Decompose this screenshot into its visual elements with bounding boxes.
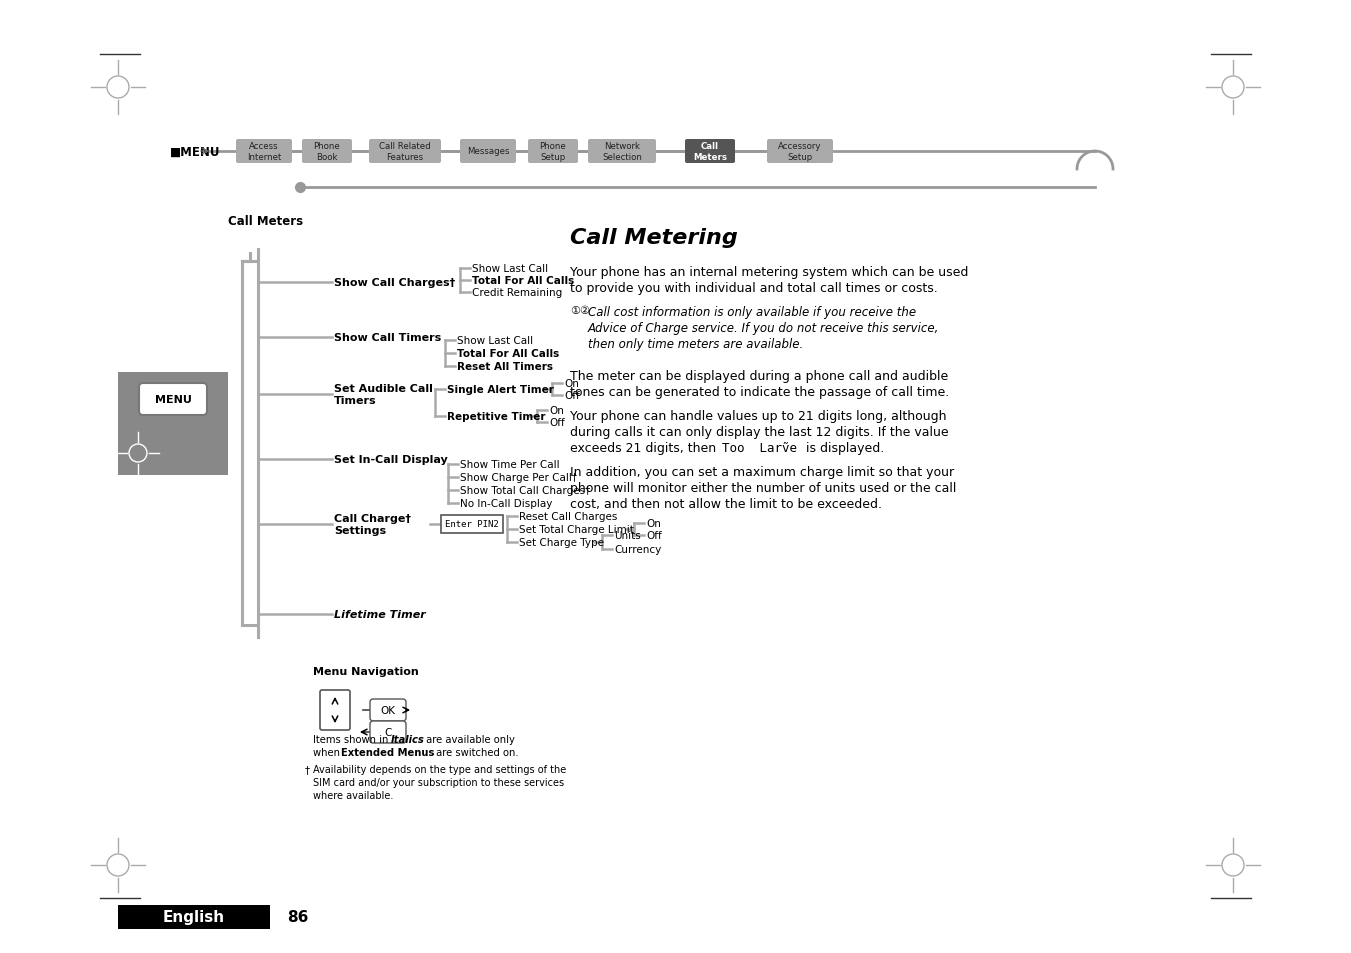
Text: ■MENU: ■MENU — [170, 146, 220, 158]
Text: Off: Off — [646, 531, 662, 540]
Text: Total For All Calls: Total For All Calls — [457, 349, 559, 358]
Text: On: On — [563, 378, 578, 389]
FancyBboxPatch shape — [236, 140, 292, 164]
Text: Italics: Italics — [390, 734, 424, 744]
Text: Show Last Call: Show Last Call — [471, 264, 549, 274]
Text: 86: 86 — [288, 909, 308, 924]
Text: Phone
Book: Phone Book — [313, 142, 340, 161]
Text: Accessory
Setup: Accessory Setup — [778, 142, 821, 161]
Text: Advice of Charge service. If you do not receive this service,: Advice of Charge service. If you do not … — [588, 322, 939, 335]
Text: then only time meters are available.: then only time meters are available. — [588, 337, 804, 351]
Text: In addition, you can set a maximum charge limit so that your: In addition, you can set a maximum charg… — [570, 465, 954, 478]
Text: Call Related
Features: Call Related Features — [380, 142, 431, 161]
FancyBboxPatch shape — [303, 140, 353, 164]
Text: Network
Selection: Network Selection — [603, 142, 642, 161]
FancyBboxPatch shape — [118, 373, 228, 476]
Text: Show Time Per Call: Show Time Per Call — [459, 459, 559, 470]
Text: Access
Internet: Access Internet — [247, 142, 281, 161]
Text: are available only: are available only — [423, 734, 515, 744]
FancyBboxPatch shape — [588, 140, 657, 164]
FancyBboxPatch shape — [139, 384, 207, 416]
Text: OK: OK — [381, 705, 396, 716]
Text: Too  Larṽe: Too Larṽe — [721, 441, 797, 455]
Text: On: On — [549, 406, 563, 416]
Text: Call Metering: Call Metering — [570, 228, 738, 248]
Text: Show Last Call: Show Last Call — [457, 335, 534, 346]
Text: Lifetime Timer: Lifetime Timer — [334, 609, 426, 619]
Text: Currency: Currency — [613, 544, 661, 555]
Text: Set In-Call Display: Set In-Call Display — [334, 455, 447, 464]
Text: when: when — [313, 747, 343, 758]
FancyBboxPatch shape — [118, 905, 270, 929]
Text: during calls it can only display the last 12 digits. If the value: during calls it can only display the las… — [570, 426, 948, 438]
Text: is displayed.: is displayed. — [802, 441, 885, 455]
FancyBboxPatch shape — [440, 516, 503, 534]
FancyBboxPatch shape — [528, 140, 578, 164]
Text: tones can be generated to indicate the passage of call time.: tones can be generated to indicate the p… — [570, 386, 950, 398]
Text: Show Total Call Charges†: Show Total Call Charges† — [459, 485, 590, 496]
Text: to provide you with individual and total call times or costs.: to provide you with individual and total… — [570, 282, 938, 294]
Text: Off: Off — [563, 391, 580, 400]
Text: Call Charge†
Settings: Call Charge† Settings — [334, 514, 411, 536]
FancyBboxPatch shape — [459, 140, 516, 164]
Text: Call cost information is only available if you receive the: Call cost information is only available … — [588, 306, 916, 318]
Text: Reset Call Charges: Reset Call Charges — [519, 512, 617, 521]
Text: Single Alert Timer: Single Alert Timer — [447, 385, 554, 395]
Text: Set Charge Type: Set Charge Type — [519, 537, 604, 547]
Text: The meter can be displayed during a phone call and audible: The meter can be displayed during a phon… — [570, 370, 948, 382]
Text: Reset All Timers: Reset All Timers — [457, 361, 553, 372]
Text: Enter PIN2: Enter PIN2 — [444, 520, 499, 529]
Text: Set Total Charge Limit: Set Total Charge Limit — [519, 524, 634, 535]
Text: Units: Units — [613, 531, 640, 540]
Text: Availability depends on the type and settings of the
SIM card and/or your subscr: Availability depends on the type and set… — [313, 764, 566, 801]
FancyBboxPatch shape — [370, 721, 407, 743]
Text: Total For All Calls: Total For All Calls — [471, 275, 574, 286]
Text: are switched on.: are switched on. — [434, 747, 519, 758]
Text: Call Meters: Call Meters — [228, 214, 303, 228]
Text: No In-Call Display: No In-Call Display — [459, 498, 553, 509]
FancyBboxPatch shape — [767, 140, 834, 164]
Text: exceeds 21 digits, then: exceeds 21 digits, then — [570, 441, 720, 455]
FancyBboxPatch shape — [685, 140, 735, 164]
Text: Repetitive Timer: Repetitive Timer — [447, 412, 546, 421]
FancyBboxPatch shape — [320, 690, 350, 730]
Text: Menu Navigation: Menu Navigation — [313, 666, 419, 677]
Text: C: C — [384, 727, 392, 738]
Text: Show Call Timers: Show Call Timers — [334, 333, 442, 343]
Text: English: English — [163, 909, 226, 924]
Text: phone will monitor either the number of units used or the call: phone will monitor either the number of … — [570, 481, 957, 495]
Text: Credit Remaining: Credit Remaining — [471, 288, 562, 297]
Text: ①②: ①② — [570, 306, 590, 315]
FancyBboxPatch shape — [369, 140, 440, 164]
Text: Show Charge Per Call†: Show Charge Per Call† — [459, 473, 577, 482]
Text: Your phone has an internal metering system which can be used: Your phone has an internal metering syst… — [570, 266, 969, 278]
Text: Your phone can handle values up to 21 digits long, although: Your phone can handle values up to 21 di… — [570, 410, 947, 422]
Text: Off: Off — [549, 417, 565, 428]
Text: Messages: Messages — [466, 148, 509, 156]
Text: Call
Meters: Call Meters — [693, 142, 727, 161]
Text: Phone
Setup: Phone Setup — [539, 142, 566, 161]
Text: cost, and then not allow the limit to be exceeded.: cost, and then not allow the limit to be… — [570, 497, 882, 511]
Text: Set Audible Call
Timers: Set Audible Call Timers — [334, 383, 432, 406]
Text: Items shown in: Items shown in — [313, 734, 392, 744]
Text: Extended Menus: Extended Menus — [340, 747, 435, 758]
FancyBboxPatch shape — [370, 700, 407, 721]
Text: MENU: MENU — [154, 395, 192, 405]
Text: On: On — [646, 518, 661, 529]
Text: Show Call Charges†: Show Call Charges† — [334, 277, 455, 288]
Text: †: † — [305, 764, 311, 774]
